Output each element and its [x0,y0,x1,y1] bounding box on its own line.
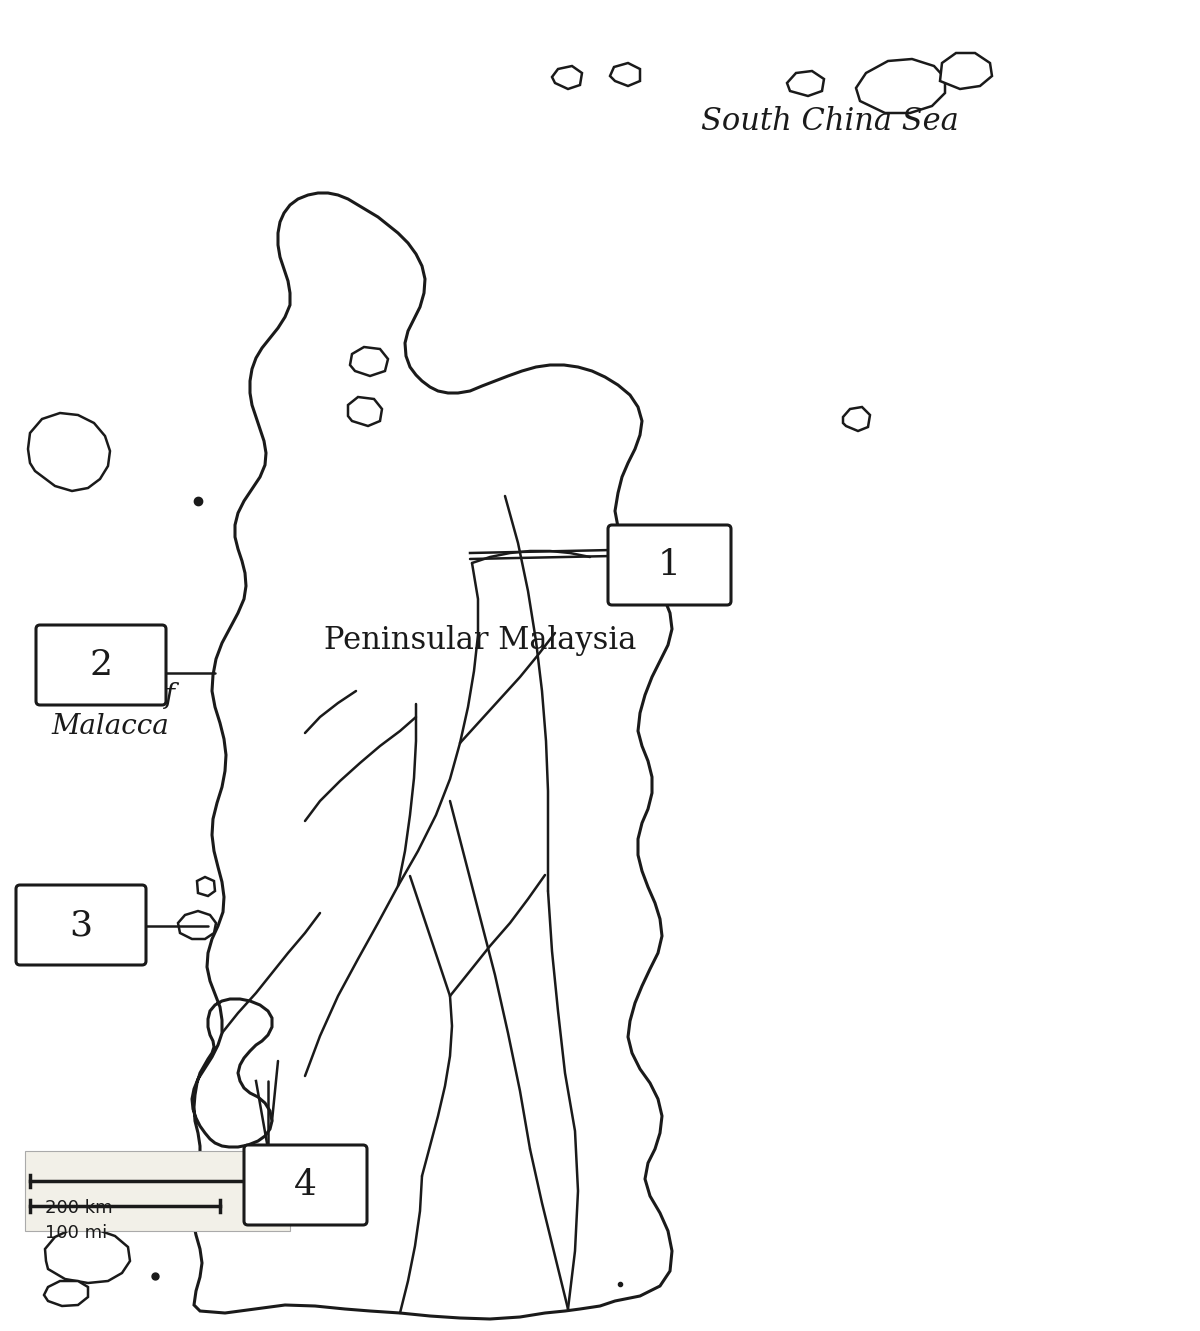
Polygon shape [192,193,672,1319]
Polygon shape [842,407,870,431]
Polygon shape [44,1280,88,1306]
Polygon shape [350,347,388,375]
Polygon shape [197,877,215,896]
Text: South China Sea: South China Sea [701,105,959,137]
Text: 2: 2 [90,648,113,681]
Text: Straits of
Malacca: Straits of Malacca [46,681,175,740]
Text: 1: 1 [658,548,682,582]
Polygon shape [28,413,110,491]
Polygon shape [856,59,946,113]
Polygon shape [787,71,824,96]
Text: 200 km: 200 km [46,1199,113,1217]
Polygon shape [46,1229,130,1283]
Text: 100 mi: 100 mi [46,1225,107,1242]
FancyBboxPatch shape [16,885,146,965]
FancyBboxPatch shape [608,524,731,606]
Polygon shape [178,910,216,938]
FancyBboxPatch shape [25,1151,290,1231]
Polygon shape [610,63,640,87]
FancyBboxPatch shape [244,1145,367,1225]
Text: Peninsular Malaysia: Peninsular Malaysia [324,626,636,656]
Text: 3: 3 [70,908,92,942]
FancyBboxPatch shape [36,626,166,705]
Polygon shape [940,53,992,89]
Polygon shape [552,67,582,89]
Polygon shape [348,397,382,426]
Text: 4: 4 [294,1169,317,1202]
